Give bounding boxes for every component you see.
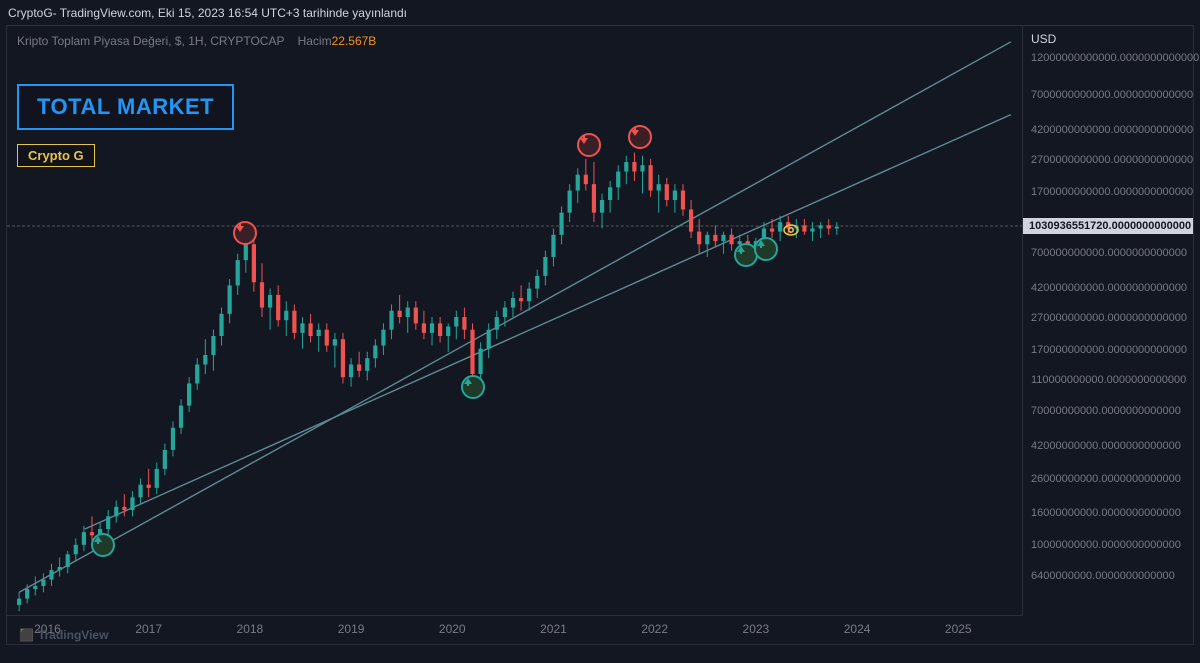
y-tick: 26000000000.0000000000000 xyxy=(1031,473,1181,485)
tv-logo-icon: ⬛ xyxy=(19,628,34,642)
x-tick: 2018 xyxy=(237,622,264,636)
x-tick: 2024 xyxy=(844,622,871,636)
y-axis[interactable]: USD 12000000000000.000000000000070000000… xyxy=(1022,26,1193,616)
y-tick: 170000000000.0000000000000 xyxy=(1031,344,1187,356)
y-tick: 16000000000.0000000000000 xyxy=(1031,507,1181,519)
plot-svg xyxy=(7,26,1023,616)
chart-panel[interactable]: Kripto Toplam Piyasa Değeri, $, 1H, CRYP… xyxy=(6,25,1194,645)
x-tick: 2022 xyxy=(641,622,668,636)
y-tick: 10000000000.0000000000000 xyxy=(1031,539,1181,551)
current-price-tag: 1030936551720.0000000000000 xyxy=(1023,218,1193,234)
y-tick: 110000000000.0000000000000 xyxy=(1031,374,1186,386)
y-tick: 42000000000.0000000000000 xyxy=(1031,440,1181,452)
x-tick: 2019 xyxy=(338,622,365,636)
x-axis[interactable]: 2016201720182019202020212022202320242025 xyxy=(7,615,1023,644)
publish-info: CryptoG- TradingView.com, Eki 15, 2023 1… xyxy=(8,6,407,20)
x-tick: 2023 xyxy=(743,622,770,636)
x-tick: 2020 xyxy=(439,622,466,636)
y-tick: 12000000000000.0000000000000 xyxy=(1031,52,1199,64)
y-tick: 420000000000.0000000000000 xyxy=(1031,282,1187,294)
arrow-up-icon xyxy=(754,237,778,261)
y-tick: 270000000000.0000000000000 xyxy=(1031,312,1187,324)
y-tick: 7000000000000.0000000000000 xyxy=(1031,89,1193,101)
arrow-down-icon xyxy=(233,221,257,245)
eye-icon xyxy=(783,224,799,236)
y-tick: 2700000000000.0000000000000 xyxy=(1031,154,1193,166)
arrow-down-icon xyxy=(577,133,601,157)
chart-root: CryptoG- TradingView.com, Eki 15, 2023 1… xyxy=(0,0,1200,663)
y-tick: 70000000000.0000000000000 xyxy=(1031,405,1181,417)
x-tick: 2017 xyxy=(135,622,162,636)
y-tick: 700000000000.0000000000000 xyxy=(1031,247,1187,259)
arrow-down-icon xyxy=(628,125,652,149)
y-tick: 6400000000.0000000000000 xyxy=(1031,570,1175,582)
arrow-up-icon xyxy=(91,533,115,557)
arrow-up-icon xyxy=(461,375,485,399)
tradingview-watermark: ⬛ TradingView xyxy=(19,628,108,642)
watermark-text: TradingView xyxy=(38,628,108,642)
y-axis-unit: USD xyxy=(1031,32,1056,46)
y-tick: 4200000000000.0000000000000 xyxy=(1031,124,1193,136)
plot-area[interactable] xyxy=(7,26,1023,616)
x-tick: 2025 xyxy=(945,622,972,636)
y-tick: 1700000000000.0000000000000 xyxy=(1031,186,1193,198)
x-tick: 2021 xyxy=(540,622,567,636)
